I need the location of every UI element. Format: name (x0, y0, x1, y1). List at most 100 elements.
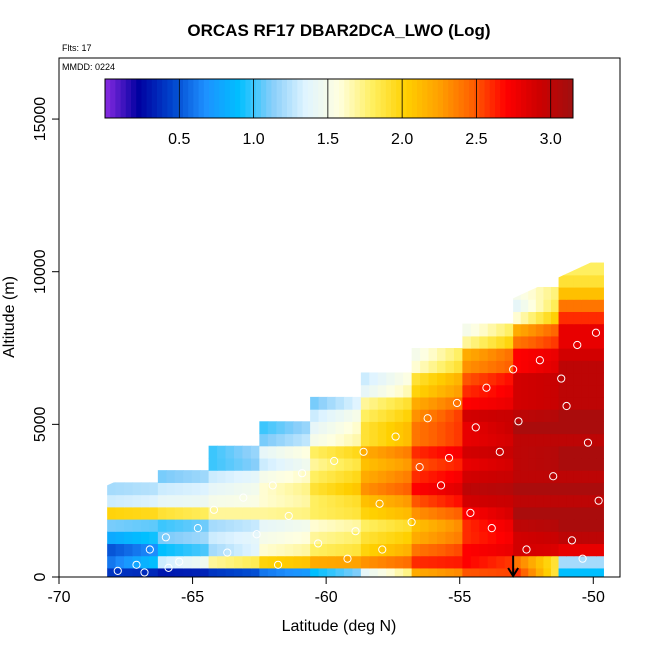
heatmap-cell (293, 531, 303, 545)
heatmap-cell (596, 433, 604, 447)
heatmap-cell (445, 567, 455, 577)
heatmap-cell (250, 445, 260, 459)
heatmap-cell (132, 543, 142, 557)
heatmap-cell (310, 445, 320, 459)
heatmap-cell (335, 421, 345, 435)
heatmap-cell (343, 567, 354, 577)
heatmap-cell (420, 409, 430, 422)
colorbar-swatch (136, 79, 142, 118)
heatmap-cell (513, 531, 522, 545)
heatmap-cell (581, 335, 590, 349)
heatmap-cell (528, 360, 537, 374)
heatmap-cell (535, 286, 545, 300)
heatmap-cell (166, 494, 176, 508)
heatmap-cell (504, 457, 514, 471)
heatmap-cell (513, 348, 522, 361)
heatmap-cell (581, 482, 590, 496)
heatmap-cell (596, 470, 604, 483)
sample-point (359, 447, 368, 456)
heatmap-cell (520, 348, 529, 361)
heatmap-cell (411, 409, 421, 422)
heatmap-cell (411, 360, 421, 374)
heatmap-cell (310, 457, 320, 471)
heatmap-cell (513, 543, 522, 557)
heatmap-cell (496, 470, 506, 483)
heatmap-cell (596, 555, 604, 569)
heatmap-cell (462, 457, 472, 471)
heatmap-cell (352, 396, 362, 410)
heatmap-cell (513, 506, 522, 520)
heatmap-cell (588, 299, 598, 312)
heatmap-cell (191, 555, 201, 569)
heatmap-cell (470, 335, 480, 349)
heatmap-cell (581, 372, 590, 386)
heatmap-cell (543, 518, 552, 532)
heatmap-cell (513, 323, 522, 337)
heatmap-cell (250, 506, 260, 520)
heatmap-cell (588, 482, 598, 496)
y-tick-label: 5000 (32, 406, 49, 442)
heatmap-cell (174, 531, 184, 545)
heatmap-cell (462, 360, 472, 374)
heatmap-cell (535, 372, 545, 386)
sample-point (343, 554, 352, 563)
heatmap-cell (550, 506, 560, 520)
heatmap-cell (558, 360, 567, 374)
heatmap-cell (573, 445, 582, 459)
heatmap-cell (124, 543, 134, 557)
heatmap-cell (596, 506, 604, 520)
heatmap-cell (496, 360, 506, 374)
heatmap-cell (428, 531, 438, 545)
heatmap-cell (479, 433, 489, 447)
date-label: MMDD: 0224 (62, 62, 115, 72)
heatmap-cell (208, 518, 218, 532)
sample-point (436, 481, 446, 490)
heatmap-cell (166, 506, 176, 520)
heatmap-cell (550, 299, 560, 312)
heatmap-cell (428, 518, 438, 532)
heatmap-cell (191, 567, 201, 577)
heatmap-cell (487, 384, 497, 398)
heatmap-cell (596, 323, 604, 337)
heatmap-cell (293, 494, 303, 508)
heatmap-cell (310, 409, 320, 422)
heatmap-cell (386, 372, 396, 386)
colorbar-swatch (567, 79, 574, 118)
heatmap-cell (543, 470, 552, 483)
colorbar-swatch (307, 79, 314, 118)
colorbar-swatch (375, 79, 382, 118)
colorbar-swatch (479, 79, 486, 118)
sample-point (132, 560, 141, 569)
heatmap-cell (573, 409, 582, 422)
heatmap-cell (581, 506, 590, 520)
heatmap-cell (462, 348, 472, 361)
heatmap-cell (528, 323, 537, 337)
heatmap-cell (566, 311, 575, 325)
colorbar-swatch (229, 79, 236, 118)
heatmap-cell (301, 567, 311, 577)
heatmap-cell (420, 470, 430, 483)
heatmap-cell (217, 494, 227, 508)
heatmap-cell (386, 470, 396, 483)
heatmap-cell (513, 433, 522, 447)
sample-point (514, 417, 523, 426)
heatmap-cell (301, 445, 311, 459)
heatmap-cell (550, 384, 560, 398)
heatmap-cell (543, 372, 552, 386)
colorbar-frame (104, 78, 574, 119)
heatmap-cell (513, 555, 522, 569)
heatmap-cell (487, 531, 497, 545)
heatmap-cell (462, 555, 472, 569)
heatmap-cell (267, 555, 277, 569)
heatmap-cell (352, 531, 362, 545)
heatmap-cell (496, 433, 506, 447)
heatmap-cell (588, 372, 598, 386)
heatmap-cell (428, 457, 438, 471)
heatmap-cell (369, 494, 379, 508)
colorbar-swatch (151, 79, 158, 118)
heatmap-cell (369, 433, 379, 447)
heatmap-cell (225, 518, 235, 532)
heatmap-cell (543, 409, 552, 422)
heatmap-cell (124, 567, 134, 577)
heatmap-cell (573, 421, 582, 435)
